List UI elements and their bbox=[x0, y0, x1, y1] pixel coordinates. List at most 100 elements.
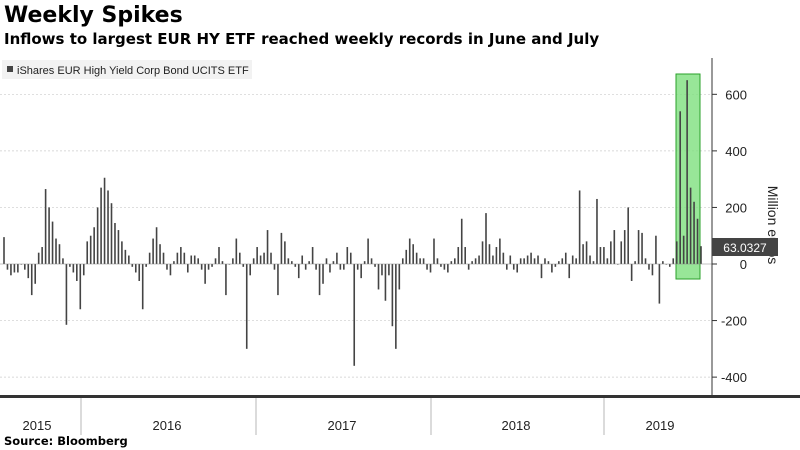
bar bbox=[13, 264, 16, 273]
bar bbox=[481, 241, 484, 264]
bar bbox=[578, 190, 581, 264]
bar bbox=[388, 264, 390, 276]
bar bbox=[603, 247, 605, 264]
bar bbox=[221, 261, 224, 264]
bar bbox=[419, 258, 421, 264]
bar bbox=[336, 252, 338, 264]
legend-swatch bbox=[7, 66, 13, 72]
bar bbox=[155, 227, 158, 264]
legend-box bbox=[2, 60, 252, 79]
bar bbox=[138, 264, 141, 281]
bar bbox=[225, 264, 227, 296]
bar bbox=[658, 264, 661, 304]
bar bbox=[700, 246, 702, 264]
bar bbox=[613, 230, 616, 264]
bar bbox=[506, 264, 508, 270]
last-value-box bbox=[712, 238, 778, 256]
bar bbox=[17, 264, 19, 273]
bar bbox=[121, 241, 123, 264]
x-tick-label: 2018 bbox=[502, 418, 531, 433]
bar bbox=[426, 264, 428, 270]
bar bbox=[440, 264, 442, 267]
bar bbox=[623, 230, 626, 264]
bar bbox=[374, 264, 376, 267]
bar bbox=[211, 264, 213, 267]
bar bbox=[589, 255, 591, 264]
bar bbox=[44, 189, 47, 264]
bar bbox=[530, 252, 532, 264]
bar bbox=[329, 264, 331, 273]
bar bbox=[533, 258, 536, 264]
bar bbox=[301, 255, 304, 264]
bar bbox=[644, 258, 647, 264]
bar bbox=[110, 203, 113, 264]
bar bbox=[377, 264, 380, 290]
bar bbox=[575, 258, 577, 264]
bar bbox=[259, 255, 262, 264]
bar bbox=[325, 258, 328, 264]
bar bbox=[686, 80, 688, 265]
bar bbox=[391, 264, 394, 327]
bar bbox=[30, 264, 33, 296]
bar bbox=[495, 247, 498, 264]
bar bbox=[353, 264, 356, 366]
bar bbox=[630, 264, 633, 281]
bar bbox=[256, 247, 258, 264]
x-tick-label: 2015 bbox=[23, 418, 52, 433]
bar bbox=[263, 252, 265, 264]
bar bbox=[128, 255, 130, 264]
y-tick-label: 600 bbox=[725, 87, 747, 102]
bar bbox=[637, 230, 640, 264]
bar bbox=[152, 238, 154, 264]
bar bbox=[634, 261, 636, 264]
bar bbox=[488, 244, 491, 264]
last-value-text: 63.0327 bbox=[723, 241, 767, 255]
bar bbox=[252, 258, 255, 264]
bar bbox=[62, 258, 64, 264]
bar bbox=[568, 264, 571, 279]
bar bbox=[218, 247, 220, 264]
bar bbox=[270, 252, 272, 264]
bar bbox=[370, 258, 373, 264]
bar bbox=[454, 258, 456, 264]
bar bbox=[89, 235, 92, 264]
bar bbox=[242, 264, 245, 267]
bar bbox=[343, 264, 345, 270]
bar bbox=[69, 264, 71, 267]
bar bbox=[592, 261, 595, 264]
bar bbox=[408, 238, 411, 264]
bar bbox=[93, 227, 95, 264]
bar bbox=[82, 264, 85, 276]
bar bbox=[554, 264, 557, 267]
bar bbox=[596, 198, 598, 264]
bar bbox=[266, 230, 269, 264]
legend: iShares EUR High Yield Corp Bond UCITS E… bbox=[2, 60, 252, 79]
bar bbox=[180, 247, 182, 264]
bar bbox=[433, 238, 435, 264]
bar bbox=[447, 264, 449, 273]
bar bbox=[627, 207, 629, 264]
bar bbox=[460, 218, 463, 264]
bar bbox=[51, 221, 54, 264]
bar bbox=[24, 264, 26, 270]
bar bbox=[124, 249, 127, 264]
bar bbox=[516, 264, 519, 273]
bar bbox=[551, 264, 553, 273]
bar bbox=[450, 261, 453, 264]
bar bbox=[512, 264, 515, 270]
bar bbox=[675, 241, 678, 264]
bar bbox=[360, 264, 362, 279]
bar bbox=[186, 264, 189, 273]
bar bbox=[363, 261, 366, 264]
y-axis-ticks: -400 -200 0 200 400 600 bbox=[712, 87, 747, 385]
bar bbox=[190, 255, 193, 264]
bar bbox=[422, 258, 425, 264]
bar bbox=[304, 264, 307, 270]
x-tick-label: 2017 bbox=[328, 418, 357, 433]
bar bbox=[176, 252, 179, 264]
bar bbox=[641, 232, 643, 264]
bar bbox=[561, 258, 564, 264]
bar bbox=[492, 255, 494, 264]
chart-title: Weekly Spikes bbox=[4, 3, 183, 28]
